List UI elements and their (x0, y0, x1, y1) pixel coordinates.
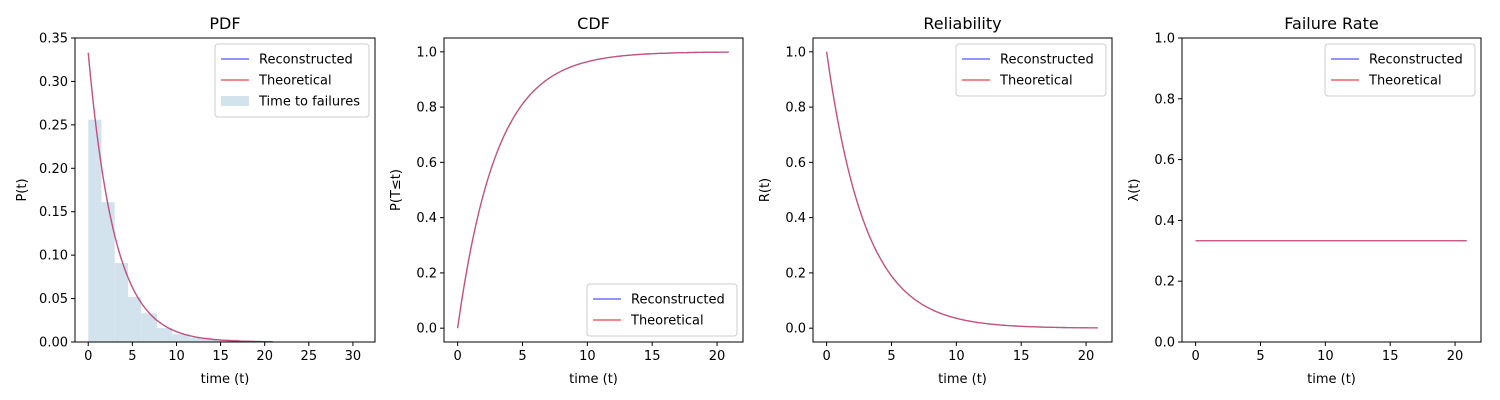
y-tick-label: 0.0 (416, 322, 437, 337)
y-tick-label: 0.2 (1154, 275, 1175, 290)
y-tick-label: 0.10 (39, 249, 68, 264)
histogram-bar (88, 119, 102, 342)
x-tick-label: 20 (1078, 349, 1095, 364)
legend-theoretical-label: Theoretical (1368, 74, 1442, 89)
chart-title: Failure Rate (1284, 14, 1378, 33)
x-axis-label: time (t) (569, 372, 618, 387)
legend-histogram-handle (221, 96, 249, 106)
y-tick-label: 0.6 (1154, 153, 1175, 168)
histogram-bar (114, 262, 128, 342)
x-tick-label: 15 (212, 349, 229, 364)
legend-box (586, 283, 738, 337)
legend-reconstructed-label: Reconstructed (259, 53, 353, 68)
y-tick-label: 0.0 (785, 322, 806, 337)
panel-2: 0 5 10 15 20 0.0 0.2 0.4 0.6 0.8 1.0 CDF time (t) P(T… (389, 14, 744, 387)
x-tick-label: 10 (948, 349, 965, 364)
legend-box (955, 43, 1107, 97)
chart-title: Reliability (923, 14, 1001, 33)
legend-theoretical-label: Theoretical (630, 314, 704, 329)
y-axis-label: R(t) (758, 178, 773, 202)
legend: Reconstructed Theoretical (586, 283, 738, 337)
y-tick-label: 0.20 (39, 162, 68, 177)
x-tick-label: 5 (1256, 349, 1264, 364)
y-tick-label: 0.2 (416, 266, 437, 281)
y-axis-label: P(T≤t) (389, 169, 404, 211)
x-tick-label: 10 (1317, 349, 1334, 364)
legend: Reconstructed Theoretical (955, 43, 1107, 97)
x-tick-label: 15 (644, 349, 661, 364)
x-tick-label: 0 (84, 349, 92, 364)
x-tick-label: 20 (256, 349, 273, 364)
legend-theoretical-label: Theoretical (258, 74, 332, 89)
legend-reconstructed-label: Reconstructed (1000, 53, 1094, 68)
x-tick-label: 15 (1013, 349, 1030, 364)
axes-frame (812, 37, 1113, 343)
histogram-bar (172, 334, 190, 342)
legend-reconstructed-label: Reconstructed (1369, 53, 1463, 68)
y-tick-label: 0.05 (39, 292, 68, 307)
x-tick-label: 25 (301, 349, 318, 364)
legend-histogram-label: Time to failures (258, 95, 360, 110)
x-axis-label: time (t) (938, 372, 987, 387)
y-tick-label: 1.0 (785, 45, 806, 60)
y-tick-label: 0.6 (785, 156, 806, 171)
axes-frame (74, 37, 376, 343)
legend: Reconstructed Theoretical (1324, 43, 1476, 97)
y-tick-label: 0.30 (39, 75, 68, 90)
x-tick-label: 5 (887, 349, 895, 364)
y-axis-label: λ(t) (1127, 179, 1142, 202)
histogram-bar (157, 328, 173, 342)
theoretical-line (456, 51, 729, 329)
y-tick-label: 0.8 (785, 101, 806, 116)
axes-frame (1181, 37, 1482, 343)
x-tick-label: 20 (1447, 349, 1464, 364)
y-tick-label: 1.0 (1154, 32, 1175, 47)
y-tick-label: 0.8 (1154, 92, 1175, 107)
y-tick-label: 0.6 (416, 156, 437, 171)
x-tick-label: 10 (579, 349, 596, 364)
panel-3: 0 5 10 15 20 0.0 0.2 0.4 0.6 0.8 1.0 Reliability tim… (758, 14, 1113, 387)
x-tick-label: 20 (709, 349, 726, 364)
panel-1: 0 5 10 15 20 25 30 0.00 0.05 0.10 0.15 0.20 0.25 0.30… (15, 14, 376, 387)
panel-4: 0 5 10 15 20 0.0 0.2 0.4 0.6 0.8 1.0 Failure Rate ti… (1127, 14, 1482, 387)
histogram-bar (127, 296, 142, 342)
theoretical-line (87, 52, 273, 343)
x-tick-label: 15 (1382, 349, 1399, 364)
y-tick-label: 0.2 (785, 266, 806, 281)
x-tick-label: 0 (822, 349, 830, 364)
y-tick-label: 0.15 (39, 205, 68, 220)
y-axis-label: P(t) (15, 178, 30, 201)
legend-box (214, 43, 370, 118)
y-tick-label: 0.35 (39, 32, 68, 47)
y-tick-label: 0.8 (416, 101, 437, 116)
y-tick-label: 0.4 (416, 211, 437, 226)
histogram-bar (101, 202, 115, 342)
legend-theoretical-label: Theoretical (999, 74, 1073, 89)
legend-box (1324, 43, 1476, 97)
legend: Reconstructed Theoretical Time to failures (214, 43, 370, 118)
x-tick-label: 5 (128, 349, 136, 364)
histogram-bar (141, 313, 158, 342)
y-tick-label: 0.4 (1154, 214, 1175, 229)
x-tick-label: 10 (168, 349, 185, 364)
axes-frame (443, 37, 744, 343)
y-tick-label: 0.25 (39, 118, 68, 133)
legend-reconstructed-label: Reconstructed (631, 293, 725, 308)
chart-title: PDF (209, 14, 240, 33)
x-axis-label: time (t) (1307, 372, 1356, 387)
y-tick-label: 1.0 (416, 45, 437, 60)
y-tick-label: 0.00 (39, 336, 68, 351)
y-tick-label: 0.4 (785, 211, 806, 226)
x-tick-label: 5 (518, 349, 526, 364)
theoretical-line (825, 51, 1098, 329)
histogram-bar (189, 337, 212, 342)
x-tick-label: 0 (1191, 349, 1199, 364)
x-tick-label: 0 (453, 349, 461, 364)
x-tick-label: 30 (345, 349, 362, 364)
y-tick-label: 0.0 (1154, 336, 1175, 351)
chart-title: CDF (577, 14, 610, 33)
x-axis-label: time (t) (201, 372, 250, 387)
